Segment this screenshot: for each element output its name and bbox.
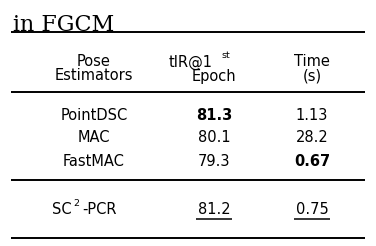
Text: 0.75: 0.75 bbox=[296, 202, 329, 217]
Text: st: st bbox=[221, 51, 230, 61]
Text: FastMAC: FastMAC bbox=[63, 154, 125, 169]
Text: tIR@1: tIR@1 bbox=[168, 54, 212, 70]
Text: MAC: MAC bbox=[78, 130, 110, 145]
Text: 0.67: 0.67 bbox=[294, 154, 330, 169]
Text: 79.3: 79.3 bbox=[198, 154, 230, 169]
Text: (s): (s) bbox=[303, 68, 321, 83]
Text: PointDSC: PointDSC bbox=[61, 108, 127, 123]
Text: Epoch: Epoch bbox=[192, 68, 237, 83]
Text: Estimators: Estimators bbox=[55, 68, 133, 83]
Text: SC: SC bbox=[52, 202, 72, 217]
Text: 2: 2 bbox=[73, 199, 79, 207]
Text: 81.3: 81.3 bbox=[196, 108, 232, 123]
Text: 28.2: 28.2 bbox=[296, 130, 329, 145]
Text: 81.2: 81.2 bbox=[198, 202, 230, 217]
Text: Time: Time bbox=[294, 55, 330, 70]
Text: 80.1: 80.1 bbox=[198, 130, 230, 145]
Text: Pose: Pose bbox=[77, 55, 111, 70]
Text: -PCR: -PCR bbox=[82, 202, 117, 217]
Text: 1.13: 1.13 bbox=[296, 108, 328, 123]
Text: in FGCM: in FGCM bbox=[13, 14, 115, 36]
